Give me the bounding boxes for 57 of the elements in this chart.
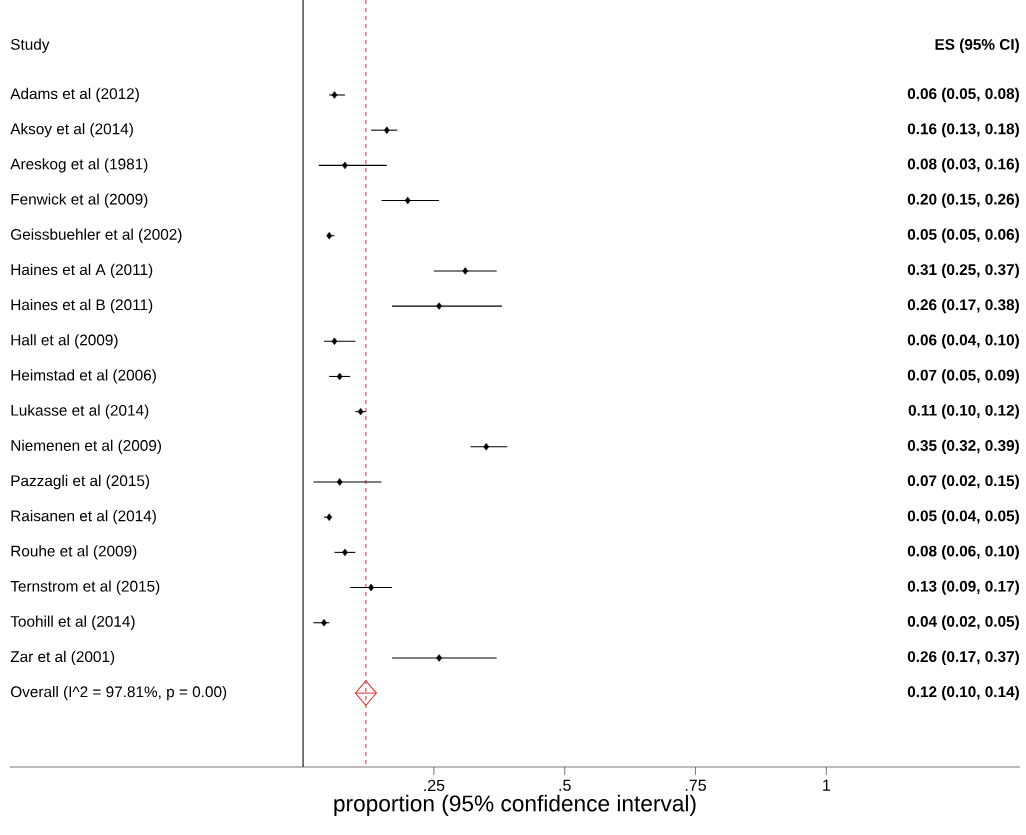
point [326, 231, 333, 240]
y-tick-label: Lukasse et al (2014) [11, 404, 149, 419]
x-tick-label: 1 [823, 779, 831, 791]
point [436, 654, 442, 662]
point [436, 302, 442, 310]
y-tick-label: Geissbuehler et al (2002) [11, 228, 182, 243]
text: 0.16 (0.13, 0.18) [907, 123, 1019, 138]
point [321, 619, 327, 627]
y-tick-label: Niemenen et al (2009) [11, 439, 161, 454]
text: 0.11 (0.10, 0.12) [908, 404, 1019, 419]
text: 0.20 (0.15, 0.26) [907, 193, 1019, 208]
text: 0.26 (0.17, 0.37) [907, 650, 1019, 666]
y-tick-label: Overall (I^2 = 97.81%, p = 0.00) [11, 685, 227, 701]
text: 0.07 (0.02, 0.15) [907, 474, 1019, 490]
x-tick-label: .25 [424, 779, 445, 792]
text: 0.07 (0.05, 0.09) [907, 369, 1019, 384]
text: 0.35 (0.32, 0.39) [907, 439, 1019, 454]
text: 0.26 (0.17, 0.38) [907, 298, 1019, 314]
point [357, 407, 364, 416]
x-tick-label: .5 [559, 779, 571, 791]
text: 0.06 (0.04, 0.10) [907, 334, 1019, 349]
y-tick-label: Pazzagli et al (2015) [11, 474, 150, 490]
point [331, 337, 338, 346]
y-tick-label: Areskog et al (1981) [10, 158, 148, 173]
point [404, 196, 411, 205]
x-axis-title: proportion (95% confidence interval) [334, 794, 696, 816]
point [336, 372, 343, 381]
text: 0.08 (0.03, 0.16) [907, 158, 1019, 173]
text: 0.13 (0.09, 0.17) [907, 580, 1019, 595]
point [483, 443, 490, 451]
point [336, 478, 343, 486]
text: 0.05 (0.04, 0.05) [907, 510, 1019, 525]
y-tick-label: Toohill et al (2014) [10, 615, 135, 630]
point [354, 680, 377, 706]
y-tick-label: Haines et al B (2011) [11, 298, 153, 314]
y-tick-label: Rouhe et al (2009) [11, 545, 137, 560]
y-tick-label: Haines et al A (2011) [11, 263, 153, 279]
text: ES (95% CI) [935, 38, 1019, 53]
text: 0.08 (0.06, 0.10) [907, 545, 1019, 560]
y-tick-label: Aksoy et al (2014) [10, 123, 133, 138]
text: 0.31 (0.25, 0.37) [907, 263, 1019, 279]
y-tick-label: Heimstad et al (2006) [11, 369, 156, 384]
point [331, 91, 338, 99]
y-tick-label: Hall et al (2009) [11, 334, 118, 349]
y-tick-label: Ternstrom et al (2015) [10, 580, 160, 595]
point [383, 126, 390, 134]
text: 0.04 (0.02, 0.05) [907, 615, 1019, 630]
text: 0.06 (0.05, 0.08) [907, 87, 1019, 103]
point [462, 267, 469, 275]
y-tick-label: Adams et al (2012) [10, 87, 139, 103]
y-tick-label: Raisanen et al (2014) [11, 510, 156, 525]
y-tick-label: Fenwick et al (2009) [11, 193, 148, 208]
y-axis-title: Study [10, 38, 50, 53]
text: 0.12 (0.10, 0.14) [907, 685, 1019, 701]
y-tick-label: Zar et al (2001) [10, 650, 115, 666]
text: 0.05 (0.05, 0.06) [907, 228, 1019, 243]
x-tick-label: .75 [685, 779, 706, 791]
